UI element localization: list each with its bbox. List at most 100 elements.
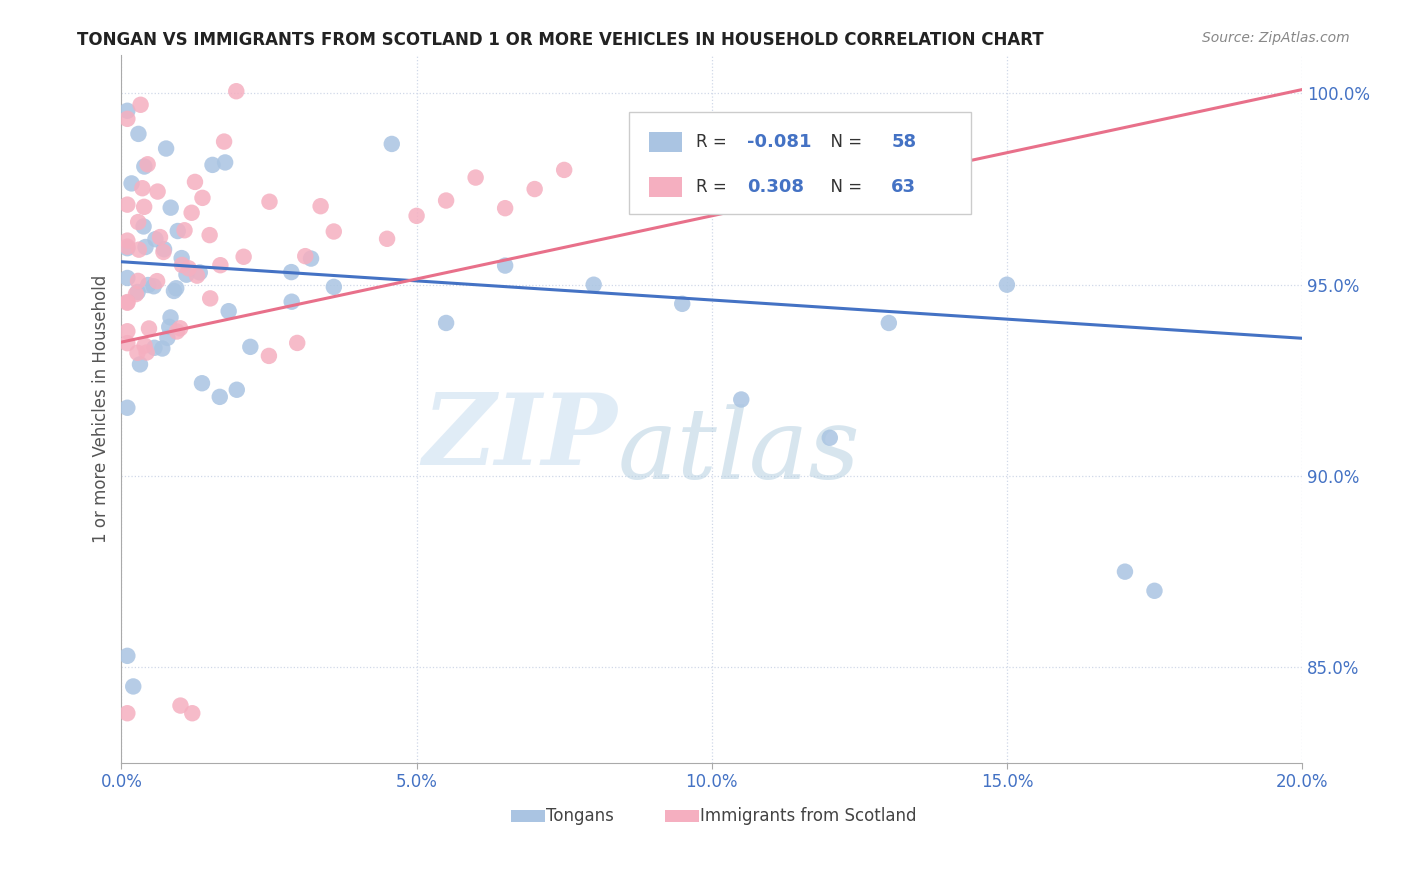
Point [214, 155, 236, 169]
Point [122, 680, 145, 694]
Point [117, 241, 139, 255]
Point [405, 209, 427, 223]
Point [150, 342, 173, 356]
Point [188, 265, 211, 279]
Point [117, 234, 139, 248]
Point [170, 258, 193, 272]
Point [159, 201, 181, 215]
Point [375, 232, 398, 246]
Point [155, 142, 177, 156]
Point [582, 277, 605, 292]
Point [117, 112, 139, 126]
Point [156, 331, 179, 345]
Point [125, 287, 148, 301]
Point [730, 392, 752, 407]
Point [127, 285, 149, 299]
Text: -0.081: -0.081 [747, 133, 811, 151]
Point [117, 324, 139, 338]
Point [225, 84, 247, 98]
Point [134, 240, 156, 254]
FancyBboxPatch shape [628, 112, 972, 214]
Point [166, 224, 188, 238]
Text: atlas: atlas [617, 404, 860, 500]
Text: R =: R = [696, 133, 733, 151]
Point [176, 268, 198, 282]
Point [294, 249, 316, 263]
Point [136, 157, 159, 171]
Y-axis label: 1 or more Vehicles in Household: 1 or more Vehicles in Household [93, 275, 110, 543]
Point [186, 268, 208, 283]
Point [209, 258, 232, 272]
Point [191, 376, 214, 391]
Point [169, 321, 191, 335]
Point [135, 345, 157, 359]
Point [145, 232, 167, 246]
Point [322, 280, 344, 294]
Point [159, 310, 181, 325]
Point [121, 177, 143, 191]
Point [129, 358, 152, 372]
Point [117, 336, 139, 351]
Point [165, 281, 187, 295]
Text: 63: 63 [891, 178, 917, 196]
Point [523, 182, 546, 196]
Text: ZIP: ZIP [422, 389, 617, 485]
Point [191, 191, 214, 205]
Text: N =: N = [820, 178, 868, 196]
Point [239, 340, 262, 354]
Point [169, 698, 191, 713]
Point [131, 181, 153, 195]
Point [995, 277, 1018, 292]
Point [280, 294, 302, 309]
Point [134, 338, 156, 352]
Point [117, 295, 139, 310]
Text: R =: R = [696, 178, 733, 196]
Point [381, 136, 404, 151]
Point [494, 201, 516, 215]
Point [218, 304, 240, 318]
Point [818, 431, 841, 445]
Point [117, 271, 139, 285]
Point [127, 274, 149, 288]
Text: 58: 58 [891, 133, 917, 151]
Point [166, 325, 188, 339]
Point [146, 274, 169, 288]
Bar [665, 810, 699, 822]
Point [142, 279, 165, 293]
Point [322, 225, 344, 239]
Point [143, 341, 166, 355]
Point [200, 292, 222, 306]
Point [117, 240, 139, 254]
Point [208, 390, 231, 404]
Point [464, 170, 486, 185]
Point [299, 252, 322, 266]
Text: Immigrants from Scotland: Immigrants from Scotland [700, 807, 917, 825]
Point [136, 278, 159, 293]
Point [170, 251, 193, 265]
Point [1114, 565, 1136, 579]
Bar [650, 178, 682, 197]
Text: N =: N = [820, 133, 868, 151]
Point [434, 194, 457, 208]
Point [138, 321, 160, 335]
Text: Tongans: Tongans [547, 807, 614, 825]
Point [127, 215, 149, 229]
Point [285, 335, 308, 350]
Bar [650, 132, 682, 152]
Point [127, 346, 149, 360]
Point [181, 706, 204, 721]
Point [128, 243, 150, 257]
Point [157, 319, 180, 334]
Point [434, 316, 457, 330]
Point [132, 219, 155, 234]
Point [259, 194, 281, 209]
Point [153, 242, 176, 256]
Point [146, 185, 169, 199]
Point [184, 175, 207, 189]
Point [149, 230, 172, 244]
Point [117, 197, 139, 211]
Point [309, 199, 332, 213]
Point [152, 244, 174, 259]
Text: Source: ZipAtlas.com: Source: ZipAtlas.com [1202, 31, 1350, 45]
Point [127, 127, 149, 141]
